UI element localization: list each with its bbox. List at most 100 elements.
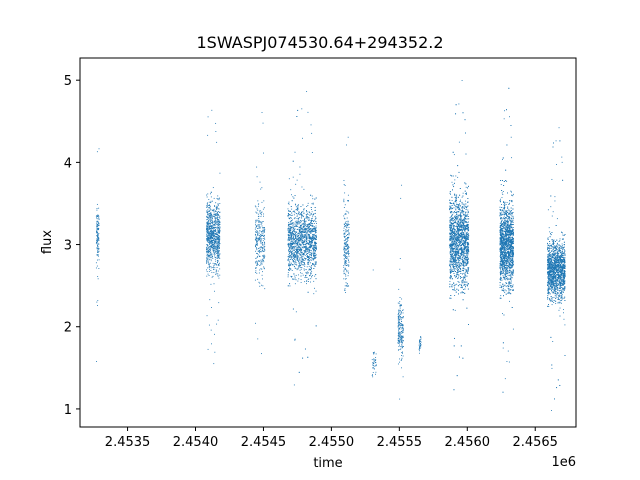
data-point bbox=[449, 243, 451, 245]
data-point bbox=[313, 238, 315, 240]
data-point bbox=[290, 234, 292, 236]
data-point bbox=[455, 246, 457, 248]
data-point bbox=[97, 234, 99, 236]
data-point bbox=[210, 230, 212, 231]
data-point bbox=[207, 207, 209, 209]
data-point bbox=[300, 252, 302, 253]
data-point bbox=[399, 361, 400, 363]
data-point bbox=[209, 251, 211, 253]
data-point bbox=[298, 237, 300, 239]
data-point bbox=[293, 260, 294, 261]
data-point bbox=[296, 237, 298, 239]
data-point bbox=[211, 255, 213, 257]
data-point bbox=[459, 205, 461, 207]
data-point bbox=[207, 247, 209, 249]
data-point bbox=[345, 260, 347, 262]
data-point bbox=[261, 233, 263, 235]
data-point bbox=[208, 214, 210, 216]
data-point bbox=[303, 234, 305, 236]
data-point bbox=[458, 236, 460, 238]
data-point bbox=[97, 300, 99, 302]
data-point bbox=[218, 238, 220, 240]
data-point bbox=[452, 249, 454, 251]
data-point bbox=[345, 269, 347, 270]
data-point bbox=[398, 336, 400, 338]
data-point bbox=[206, 225, 208, 227]
data-point bbox=[256, 241, 258, 243]
data-point bbox=[347, 248, 349, 249]
data-point bbox=[293, 255, 295, 257]
data-point bbox=[298, 260, 299, 262]
data-point bbox=[296, 254, 298, 256]
data-point bbox=[307, 253, 309, 255]
data-point bbox=[375, 353, 377, 355]
data-point bbox=[294, 231, 296, 232]
data-point bbox=[309, 241, 311, 242]
data-point bbox=[292, 257, 294, 259]
data-point bbox=[287, 229, 289, 231]
data-point bbox=[296, 252, 298, 254]
data-point bbox=[261, 284, 263, 286]
data-point bbox=[307, 249, 309, 250]
data-point bbox=[467, 205, 469, 207]
data-point bbox=[213, 197, 215, 199]
data-point bbox=[294, 246, 296, 248]
data-point bbox=[451, 234, 453, 236]
data-point bbox=[258, 215, 260, 217]
data-point bbox=[218, 254, 220, 256]
data-point bbox=[311, 255, 312, 257]
data-point bbox=[306, 237, 308, 239]
data-point bbox=[308, 258, 310, 259]
data-point bbox=[207, 263, 209, 265]
data-point bbox=[300, 272, 301, 274]
data-point bbox=[301, 234, 303, 235]
data-point bbox=[310, 246, 312, 248]
data-point bbox=[450, 275, 452, 277]
data-point bbox=[294, 246, 296, 248]
data-point bbox=[208, 228, 210, 230]
data-point bbox=[290, 217, 292, 219]
data-point bbox=[214, 267, 216, 269]
data-point bbox=[313, 257, 315, 259]
data-point bbox=[456, 194, 458, 196]
data-point bbox=[303, 244, 305, 246]
data-point bbox=[218, 235, 220, 237]
data-point bbox=[208, 222, 210, 224]
data-point bbox=[306, 235, 308, 237]
data-point bbox=[215, 212, 217, 214]
data-point bbox=[307, 213, 308, 215]
data-point bbox=[465, 218, 467, 220]
data-point bbox=[208, 220, 210, 221]
data-point bbox=[348, 212, 350, 214]
data-point bbox=[460, 262, 462, 264]
data-point bbox=[315, 246, 316, 248]
data-point bbox=[343, 265, 345, 267]
data-point bbox=[451, 218, 453, 220]
data-point bbox=[306, 247, 308, 249]
data-point bbox=[215, 223, 217, 225]
data-point bbox=[209, 213, 211, 215]
data-point bbox=[345, 262, 346, 263]
data-point bbox=[401, 339, 403, 341]
data-point bbox=[214, 244, 216, 246]
data-point bbox=[97, 236, 99, 238]
data-point bbox=[310, 245, 311, 247]
data-point bbox=[213, 265, 215, 267]
data-point bbox=[255, 270, 257, 272]
data-point bbox=[262, 227, 264, 229]
data-point bbox=[348, 254, 349, 256]
data-point bbox=[260, 241, 262, 242]
data-point bbox=[464, 288, 466, 290]
data-point bbox=[259, 213, 261, 215]
data-point bbox=[419, 346, 421, 348]
data-point bbox=[96, 232, 98, 234]
data-point bbox=[256, 252, 257, 254]
data-point bbox=[287, 274, 289, 276]
data-point bbox=[300, 238, 302, 240]
data-point bbox=[307, 205, 309, 206]
data-point bbox=[289, 237, 291, 239]
data-point bbox=[307, 216, 309, 218]
data-point bbox=[463, 227, 464, 229]
data-point bbox=[399, 342, 401, 344]
data-point bbox=[449, 192, 451, 194]
